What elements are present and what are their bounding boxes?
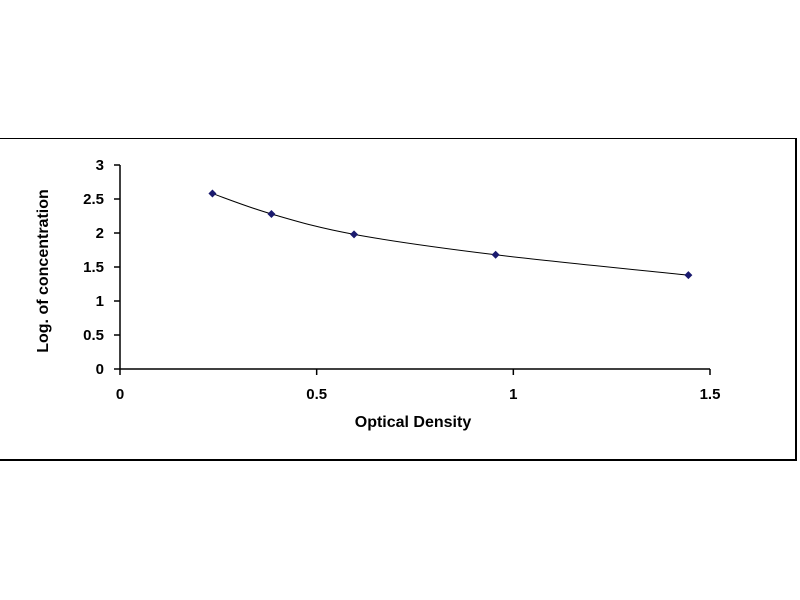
- data-point-diamond: [491, 250, 500, 259]
- x-tick-label: 0.5: [306, 386, 327, 403]
- data-points: [208, 189, 693, 280]
- data-point-diamond: [208, 189, 217, 198]
- axes: [119, 165, 710, 370]
- data-point-diamond: [350, 230, 359, 239]
- x-tick-label: 1.5: [700, 386, 721, 403]
- y-ticks: 0 0.5 1 1.5 2 2.5 3: [83, 157, 120, 378]
- y-tick-label: 3: [96, 157, 104, 174]
- chart-frame: [0, 138, 797, 461]
- x-tick-label: 1: [509, 386, 517, 403]
- y-tick-label: 0.5: [83, 327, 104, 344]
- y-tick-label: 1: [96, 293, 104, 310]
- y-tick-label: 0: [96, 361, 104, 378]
- x-ticks: 0 0.5 1 1.5: [116, 369, 721, 403]
- y-axis-title: Log. of concentration: [35, 189, 52, 353]
- fit-curve: [212, 193, 689, 276]
- data-point-diamond: [267, 209, 276, 218]
- x-axis-title: Optical Density: [355, 414, 472, 431]
- y-tick-label: 1.5: [83, 259, 104, 276]
- x-tick-label: 0: [116, 386, 124, 403]
- data-point-diamond: [684, 271, 693, 280]
- y-tick-label: 2: [96, 225, 104, 242]
- y-tick-label: 2.5: [83, 191, 104, 208]
